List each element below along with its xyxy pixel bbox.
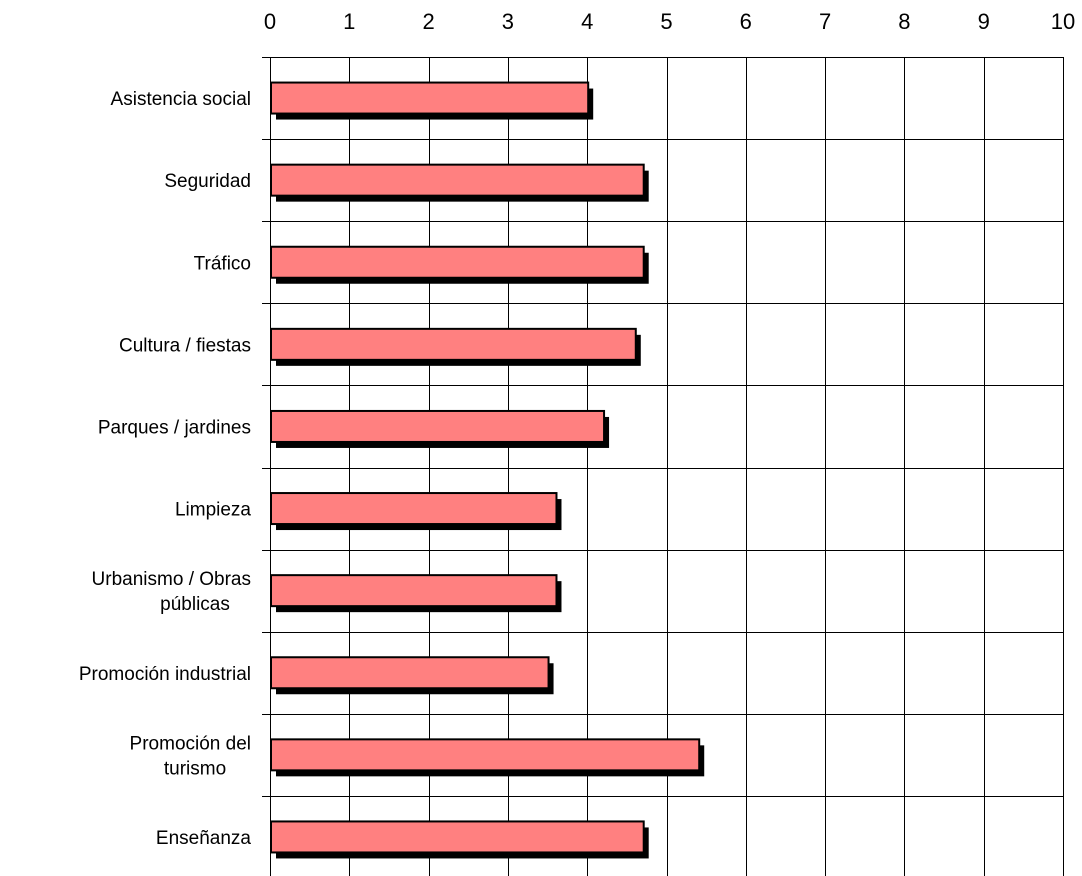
bar bbox=[270, 656, 550, 690]
bar bbox=[270, 492, 558, 526]
bar bbox=[270, 327, 637, 361]
category-label: Parques / jardines bbox=[98, 417, 251, 438]
bar bbox=[270, 409, 606, 443]
x-tick-label: 6 bbox=[740, 9, 752, 34]
category-label: Seguridad bbox=[164, 171, 251, 192]
bar bbox=[270, 820, 645, 854]
category-label: Asistencia social bbox=[111, 89, 251, 110]
x-tick-label: 1 bbox=[343, 9, 355, 34]
bar bbox=[270, 738, 701, 772]
x-axis-ticks: 0 1 2 3 4 5 6 7 8 9 10 bbox=[264, 9, 1075, 34]
category-label: Cultura / fiestas bbox=[119, 335, 251, 356]
category-label: Limpieza bbox=[175, 500, 251, 521]
x-tick-label: 8 bbox=[898, 9, 910, 34]
gridlines bbox=[262, 57, 1064, 876]
category-label: Promoción del turismo bbox=[130, 733, 251, 779]
x-tick-label: 9 bbox=[978, 9, 990, 34]
bars bbox=[270, 81, 701, 854]
bar bbox=[270, 574, 558, 608]
x-tick-label: 4 bbox=[581, 9, 593, 34]
bar bbox=[270, 245, 645, 279]
x-tick-label: 3 bbox=[502, 9, 514, 34]
category-label: Promoción industrial bbox=[79, 664, 251, 685]
x-tick-label: 10 bbox=[1051, 9, 1075, 34]
x-tick-label: 0 bbox=[264, 9, 276, 34]
x-tick-label: 5 bbox=[660, 9, 672, 34]
x-tick-label: 7 bbox=[819, 9, 831, 34]
category-label: Enseñanza bbox=[156, 828, 252, 849]
x-tick-label: 2 bbox=[422, 9, 434, 34]
category-label: Urbanismo / Obras públicas bbox=[92, 569, 251, 615]
bar bbox=[270, 163, 645, 197]
bar bbox=[270, 81, 590, 115]
category-label: Tráfico bbox=[194, 253, 251, 274]
category-labels: Asistencia social Seguridad Tráfico Cultura… bbox=[79, 89, 252, 849]
